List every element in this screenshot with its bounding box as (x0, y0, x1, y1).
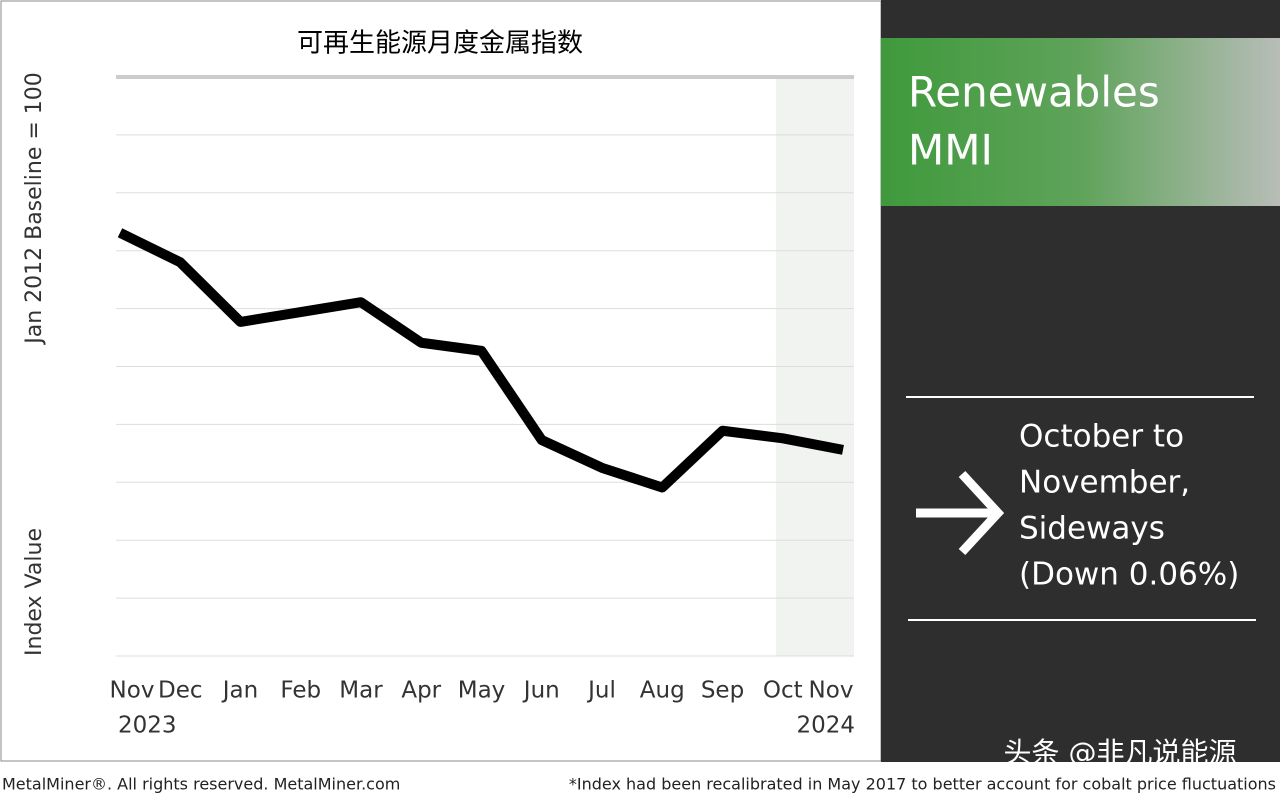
x-tick-label: Aug (640, 678, 685, 704)
x-tick-label: Jan (221, 678, 258, 704)
x-tick-label: Feb (280, 678, 321, 704)
summary: Sideways (1019, 511, 1165, 547)
panel-title: Renewables (908, 68, 1160, 117)
x-tick-label: Nov (110, 678, 155, 704)
x-tick-label: Jul (586, 678, 616, 704)
x-tick-label: Sep (701, 678, 744, 704)
summary: November, (1019, 465, 1190, 501)
x-tick-label: May (458, 678, 506, 704)
panel-title: MMI (908, 126, 993, 175)
chart-frame (0, 0, 882, 762)
chart-title: 可再生能源月度金属指数 (297, 29, 583, 59)
summary: (Down 0.06%) (1019, 557, 1239, 593)
panel-header (881, 38, 1280, 206)
x-year-label: 2024 (796, 713, 855, 739)
x-tick-label: Apr (401, 678, 441, 704)
x-year-label: 2023 (118, 713, 177, 739)
watermark: 头条 @非凡说能源 (1004, 736, 1237, 769)
x-tick-label: Nov (809, 678, 854, 704)
y-axis-label: Jan 2012 Baseline = 100 (22, 72, 47, 346)
summary: October to (1019, 419, 1184, 455)
arrow-icon (916, 470, 1005, 556)
x-tick-label: Oct (763, 678, 803, 704)
series-line (117, 228, 844, 493)
x-tick-label: Jun (522, 678, 560, 704)
x-tick-label: Mar (339, 678, 383, 704)
x-tick-label: Dec (158, 678, 203, 704)
footer-left: MetalMiner®. All rights reserved. MetalM… (2, 775, 400, 794)
footer-right: *Index had been recalibrated in May 2017… (569, 775, 1276, 794)
y-axis-label: Index Value (22, 528, 47, 656)
